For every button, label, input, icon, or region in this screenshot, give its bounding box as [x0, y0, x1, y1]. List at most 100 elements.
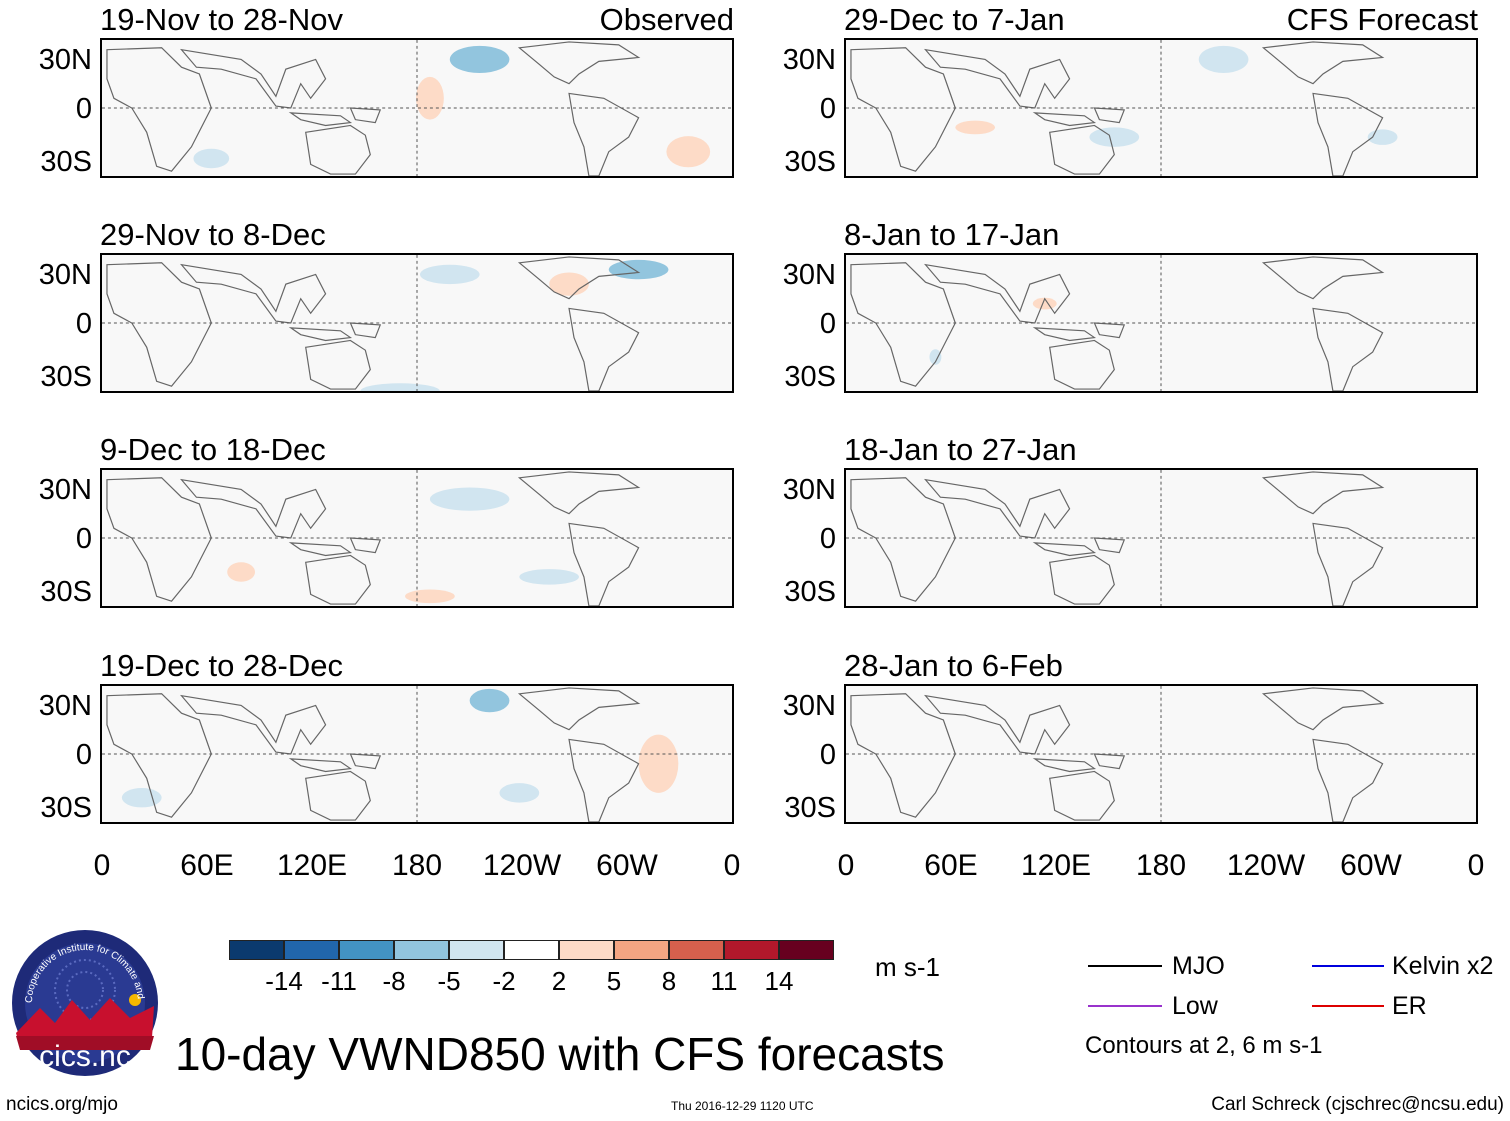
y-tick-label: 30S [40, 361, 92, 393]
colorbar-label: -8 [382, 966, 406, 996]
coastline [1049, 124, 1115, 175]
y-tick-label: 30N [782, 690, 836, 722]
coastline [568, 92, 640, 176]
y-tick-label: 0 [75, 308, 92, 340]
footer-url[interactable]: ncics.org/mjo [6, 1094, 118, 1115]
x-tick-label: 60W [1340, 849, 1402, 882]
anomaly-region [469, 688, 510, 713]
coastline [305, 124, 371, 175]
colorbar-swatch [724, 940, 779, 960]
coastline [288, 112, 353, 127]
coastline [288, 327, 353, 342]
map-panel [844, 38, 1478, 178]
y-tick-label: 30S [40, 792, 92, 824]
x-tick-label: 0 [93, 849, 111, 882]
coastline [924, 478, 1071, 539]
coastline [924, 694, 1071, 755]
colorbar-swatch [284, 940, 339, 960]
coastline [1312, 738, 1384, 822]
anomaly-region [638, 734, 679, 793]
coastline [106, 47, 212, 172]
map-panel [100, 38, 734, 178]
colorbar-units: m s-1 [875, 952, 940, 982]
x-tick-label: 120W [482, 849, 562, 882]
y-tick-label: 30S [40, 576, 92, 608]
coastline [517, 256, 641, 300]
colorbar-label: -5 [437, 966, 461, 996]
coastline [1093, 322, 1126, 339]
coastline [1032, 542, 1097, 557]
anomaly-region [360, 383, 440, 391]
y-tick-label: 30N [38, 474, 92, 506]
footer-author: Carl Schreck (cjschrec@ncsu.edu) [1211, 1094, 1504, 1115]
x-tick-label: 180 [1135, 849, 1187, 882]
footer-timestamp: Thu 2016-12-29 1120 UTC [671, 1099, 814, 1113]
coastline [568, 307, 640, 391]
anomaly-region [608, 259, 669, 280]
coastline [349, 322, 382, 339]
map-panel [844, 684, 1478, 824]
colorbar-swatch [559, 940, 614, 960]
x-tick-label: 120E [1020, 849, 1092, 882]
legend-mjo-line [1088, 965, 1162, 967]
y-tick-label: 30N [782, 474, 836, 506]
map-panel [844, 468, 1478, 608]
y-tick-label: 30S [784, 146, 836, 178]
panel-title: 29-Dec to 7-Jan [844, 2, 1065, 37]
cics-logo: Cooperative Institute for Climate and Sa… [7, 920, 160, 1078]
anomaly-region [416, 76, 444, 120]
coastline [850, 262, 956, 387]
coastline [180, 263, 327, 324]
legend-low-line [1088, 1005, 1162, 1007]
coastline [349, 537, 382, 554]
map-panel [100, 253, 734, 393]
anomaly-region [499, 783, 540, 803]
legend-er-label: ER [1392, 992, 1427, 1020]
coastline [180, 478, 327, 539]
coastline [1049, 770, 1115, 821]
anomaly-region [419, 264, 480, 285]
panel-title: 28-Jan to 6-Feb [844, 648, 1063, 683]
legend-low-label: Low [1172, 992, 1218, 1020]
panel-title: 19-Dec to 28-Dec [100, 648, 343, 683]
coastline [106, 477, 212, 602]
panel-tag: Observed [599, 2, 734, 37]
y-tick-label: 0 [75, 739, 92, 771]
coastline [568, 738, 640, 822]
coastline [517, 471, 641, 515]
anomaly-region [929, 349, 942, 365]
colorbar-label: 8 [661, 966, 677, 996]
y-tick-label: 30N [782, 44, 836, 76]
x-tick-label: 60E [180, 849, 234, 882]
y-tick-label: 30S [40, 146, 92, 178]
colorbar-swatch [504, 940, 559, 960]
x-tick-label: 0 [837, 849, 855, 882]
colorbar-swatch [394, 940, 449, 960]
y-tick-label: 0 [819, 93, 836, 125]
coastline [1261, 256, 1385, 300]
coastline [1093, 753, 1126, 770]
anomaly-region [429, 487, 510, 511]
coastline [1032, 112, 1097, 127]
anomaly-region [549, 272, 589, 296]
anomaly-region [666, 136, 711, 168]
y-tick-label: 0 [819, 523, 836, 555]
legend-er-line [1312, 1005, 1384, 1007]
y-tick-label: 30N [38, 259, 92, 291]
map-panel [100, 684, 734, 824]
panel-title: 8-Jan to 17-Jan [844, 217, 1060, 252]
coastline [1312, 307, 1384, 391]
coastline [850, 693, 956, 818]
coastline [1093, 107, 1126, 124]
panel-tag: CFS Forecast [1286, 2, 1478, 37]
coastline [1049, 554, 1115, 605]
panel-title: 18-Jan to 27-Jan [844, 432, 1077, 467]
coastline [1032, 327, 1097, 342]
coastline [180, 48, 327, 109]
colorbar-swatch [449, 940, 504, 960]
anomaly-region [955, 120, 996, 135]
coastline [1093, 537, 1126, 554]
y-tick-label: 30N [782, 259, 836, 291]
coastline [1261, 687, 1385, 731]
colorbar-label: 11 [710, 966, 738, 996]
